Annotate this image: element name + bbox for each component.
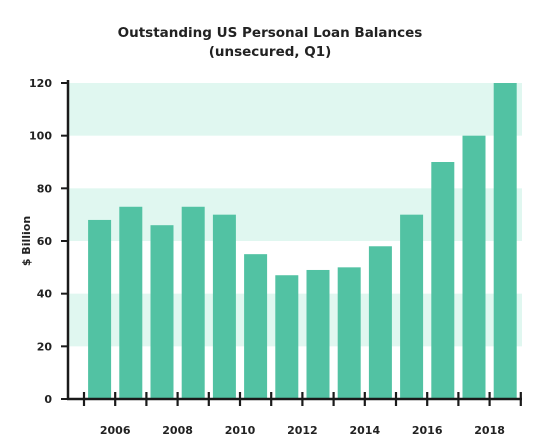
chart-title-line-1: Outstanding US Personal Loan Balances	[117, 25, 423, 41]
chart-title: Outstanding US Personal Loan Balances (u…	[0, 24, 540, 62]
grid-band	[68, 83, 522, 136]
bar-2014	[368, 246, 392, 399]
bar-2009	[212, 214, 236, 399]
bar-2008	[181, 206, 205, 399]
bar-2010	[244, 254, 268, 399]
y-axis-label: $ Billion	[20, 216, 33, 266]
bar-2007	[150, 225, 174, 399]
bar-2013	[337, 267, 361, 399]
bar-2015	[400, 214, 424, 399]
x-axis-ticks: 2006 2008 2010 2012 2014 2016 2018	[82, 392, 522, 437]
y-tick-label: 80	[37, 182, 53, 195]
y-tick-label: 0	[44, 393, 52, 406]
y-axis-ticks: 0 20 40 60 80 100 120	[29, 77, 68, 406]
bar-2017	[462, 135, 486, 399]
bar-2012	[306, 269, 330, 399]
y-tick-label: 100	[29, 130, 52, 143]
y-tick-label: 120	[29, 77, 52, 90]
y-tick-label: 40	[37, 288, 53, 301]
x-tick-label: 2018	[474, 424, 505, 437]
bar-2011	[275, 275, 299, 399]
x-tick-label: 2016	[412, 424, 443, 437]
y-tick-label: 60	[37, 235, 53, 248]
x-tick-label: 2008	[162, 424, 193, 437]
bar-2005	[88, 219, 112, 399]
x-tick-label: 2014	[349, 424, 380, 437]
y-tick-label: 20	[37, 340, 53, 353]
bar-2016	[431, 162, 455, 399]
x-tick-label: 2010	[225, 424, 256, 437]
bar-2006	[119, 206, 143, 399]
bar-2018	[493, 83, 517, 399]
bar-series	[88, 83, 517, 399]
chart-title-line-2: (unsecured, Q1)	[208, 44, 332, 60]
x-tick-label: 2006	[100, 424, 131, 437]
x-tick-label: 2012	[287, 424, 318, 437]
